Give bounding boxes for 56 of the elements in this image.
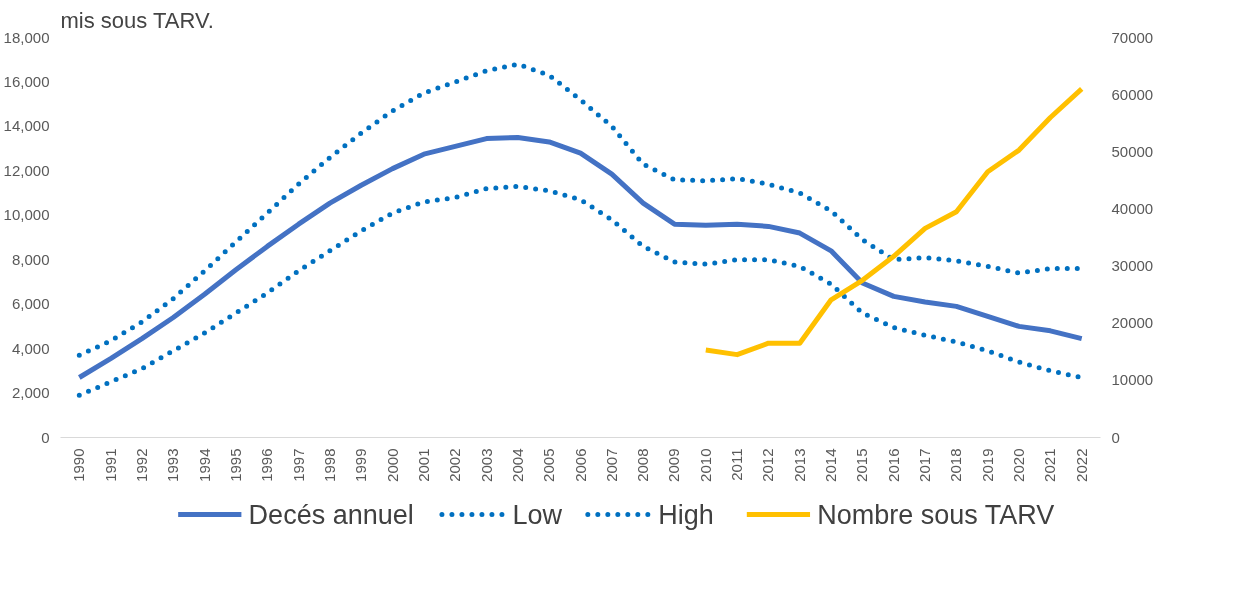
legend-label: Decés annuel [248, 499, 414, 530]
x-tick-label: 1992 [132, 448, 150, 482]
y-tick-label: 12,000 [3, 161, 50, 179]
x-tick-label: 2022 [1072, 448, 1090, 482]
x-tick-label: 2004 [508, 448, 526, 482]
x-tick-label: 2019 [978, 448, 996, 482]
x-tick-label: 2001 [414, 448, 432, 482]
x-tick-label: 1995 [226, 448, 244, 482]
y2-tick-label: 0 [1111, 428, 1120, 446]
x-tick-label: 1993 [164, 448, 182, 482]
x-tick-label: 2016 [884, 448, 902, 482]
y2-tick-label: 30000 [1111, 257, 1154, 275]
legend-label: High [658, 499, 714, 530]
x-tick-label: 2012 [759, 448, 777, 482]
y-tick-label: 2,000 [11, 384, 50, 402]
x-tick-label: 2006 [571, 448, 589, 482]
y2-tick-label: 20000 [1111, 314, 1154, 332]
x-tick-label: 2010 [696, 448, 714, 482]
x-tick-label: 2000 [383, 448, 401, 482]
x-tick-label: 2021 [1041, 448, 1059, 482]
x-tick-label: 2018 [947, 448, 965, 482]
x-tick-label: 1994 [195, 448, 213, 482]
y2-tick-label: 40000 [1111, 199, 1154, 217]
x-tick-label: 2002 [446, 448, 464, 482]
y-tick-label: 10,000 [3, 206, 50, 224]
x-tick-label: 2009 [665, 448, 683, 482]
legend-label: Nombre sous TARV [817, 499, 1055, 530]
x-tick-label: 2020 [1010, 448, 1028, 482]
x-tick-label: 2014 [822, 448, 840, 482]
legend-label: Low [512, 499, 563, 530]
x-tick-label: 2013 [790, 448, 808, 482]
x-tick-label: 1998 [320, 448, 338, 482]
y2-tick-label: 60000 [1111, 85, 1154, 103]
x-tick-label: 2005 [540, 448, 558, 482]
x-tick-label: 1990 [70, 448, 88, 482]
y-tick-label: 6,000 [11, 295, 50, 313]
x-tick-label: 1997 [289, 448, 307, 482]
x-tick-label: 2015 [853, 448, 871, 482]
x-tick-label: 1996 [258, 448, 276, 482]
y-tick-label: 18,000 [3, 28, 50, 46]
x-tick-label: 2007 [602, 448, 620, 482]
x-tick-label: 1999 [352, 448, 370, 482]
y-tick-label: 14,000 [3, 117, 50, 135]
x-tick-label: 2017 [916, 448, 934, 482]
y-tick-label: 4,000 [11, 339, 50, 357]
y-tick-label: 16,000 [3, 72, 50, 90]
y2-tick-label: 10000 [1111, 371, 1154, 389]
x-tick-label: 2011 [728, 448, 746, 481]
x-tick-label: 2008 [634, 448, 652, 482]
chart-title: mis sous TARV. [60, 7, 214, 33]
y2-tick-label: 70000 [1111, 28, 1154, 46]
y2-tick-label: 50000 [1111, 142, 1154, 160]
y-tick-label: 8,000 [11, 250, 50, 268]
x-tick-label: 1991 [101, 448, 119, 482]
y-tick-label: 0 [41, 428, 50, 446]
x-tick-label: 2003 [477, 448, 495, 482]
